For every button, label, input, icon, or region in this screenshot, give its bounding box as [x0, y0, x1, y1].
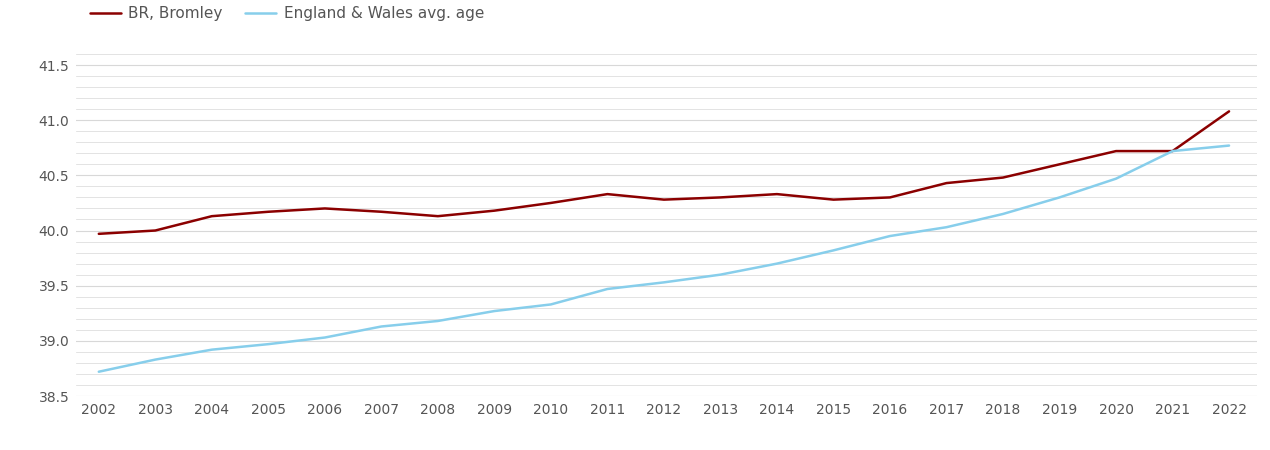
BR, Bromley [486, 208, 502, 213]
England & Wales avg. age [996, 211, 1011, 216]
England & Wales avg. age [712, 272, 728, 277]
BR, Bromley [147, 228, 163, 233]
England & Wales avg. age [1052, 195, 1067, 200]
BR, Bromley [1165, 148, 1180, 154]
England & Wales avg. age [431, 318, 446, 324]
England & Wales avg. age [486, 308, 502, 314]
England & Wales avg. age [544, 302, 559, 307]
England & Wales avg. age [657, 279, 672, 285]
BR, Bromley [599, 191, 615, 197]
BR, Bromley [260, 209, 276, 215]
BR, Bromley [712, 195, 728, 200]
BR, Bromley [544, 200, 559, 206]
BR, Bromley [204, 213, 220, 219]
England & Wales avg. age [883, 234, 898, 239]
BR, Bromley [1109, 148, 1124, 154]
BR, Bromley [91, 231, 107, 237]
England & Wales avg. age [147, 357, 163, 362]
Line: England & Wales avg. age: England & Wales avg. age [99, 145, 1229, 372]
England & Wales avg. age [939, 225, 954, 230]
BR, Bromley [318, 206, 333, 211]
Line: BR, Bromley: BR, Bromley [99, 111, 1229, 234]
BR, Bromley [373, 209, 389, 215]
England & Wales avg. age [599, 286, 615, 292]
England & Wales avg. age [318, 335, 333, 340]
BR, Bromley [883, 195, 898, 200]
BR, Bromley [770, 191, 785, 197]
England & Wales avg. age [204, 347, 220, 352]
BR, Bromley [1052, 162, 1067, 167]
BR, Bromley [1222, 108, 1237, 114]
BR, Bromley [657, 197, 672, 202]
England & Wales avg. age [1109, 176, 1124, 181]
England & Wales avg. age [826, 248, 841, 253]
BR, Bromley [939, 180, 954, 186]
England & Wales avg. age [1222, 143, 1237, 148]
BR, Bromley [431, 213, 446, 219]
BR, Bromley [996, 175, 1011, 180]
England & Wales avg. age [1165, 148, 1180, 154]
BR, Bromley [826, 197, 841, 202]
England & Wales avg. age [770, 261, 785, 266]
Legend: BR, Bromley, England & Wales avg. age: BR, Bromley, England & Wales avg. age [84, 0, 490, 27]
England & Wales avg. age [91, 369, 107, 374]
England & Wales avg. age [260, 342, 276, 347]
England & Wales avg. age [373, 324, 389, 329]
